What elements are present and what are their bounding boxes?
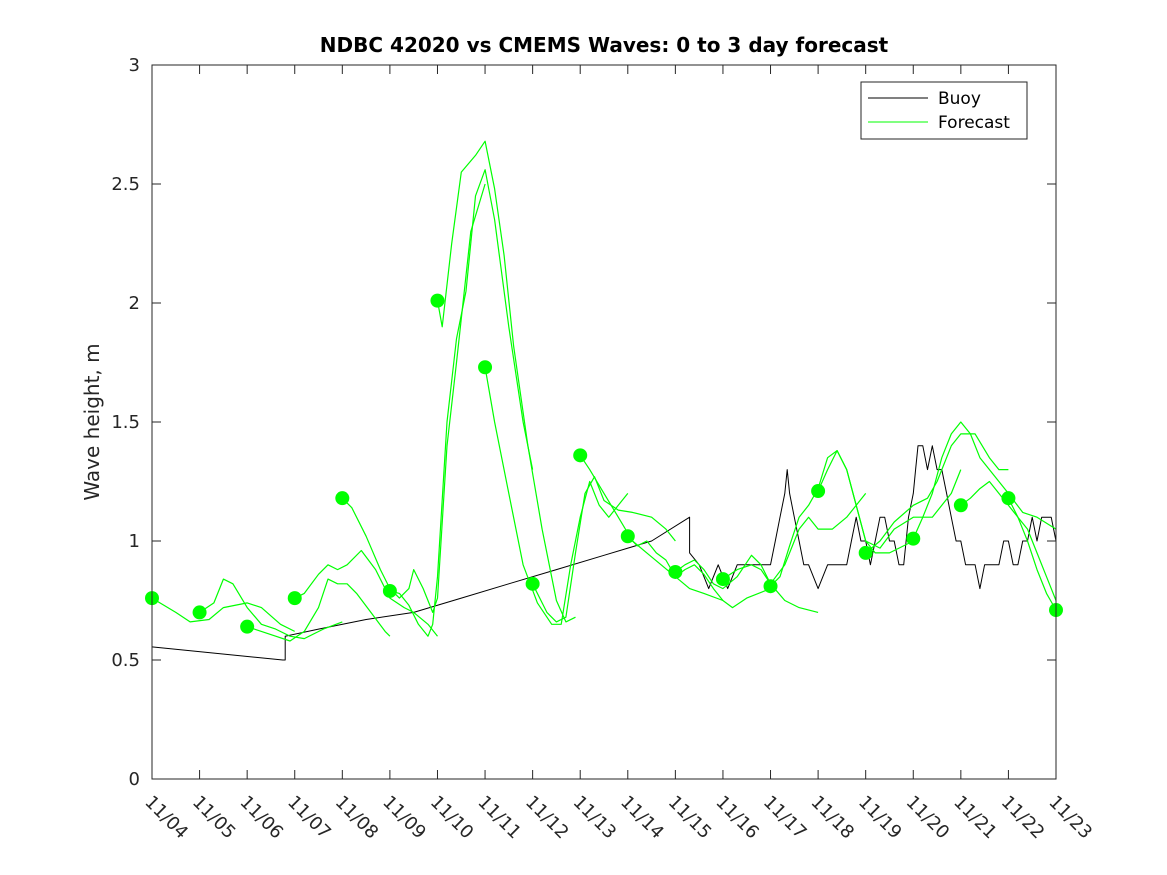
y-tick-label: 1.5	[111, 412, 140, 433]
forecast-initial-marker	[763, 579, 778, 594]
forecast-series-line	[627, 535, 771, 609]
forecast-initial-marker	[478, 360, 493, 375]
y-tick-label: 2.5	[111, 174, 140, 195]
forecast-initial-marker	[287, 591, 302, 606]
forecast-series-line	[436, 140, 576, 623]
forecast-initial-marker	[953, 498, 968, 513]
legend-box	[860, 81, 1028, 140]
forecast-initial-marker	[1001, 491, 1016, 506]
forecast-series-line	[770, 450, 914, 587]
forecast-initial-marker	[335, 491, 350, 506]
forecast-initial-marker	[668, 564, 683, 579]
forecast-series-line	[484, 367, 629, 625]
forecast-series-line	[151, 597, 295, 632]
chart-title: NDBC 42020 vs CMEMS Waves: 0 to 3 day fo…	[320, 33, 889, 57]
y-tick-label: 0	[129, 769, 140, 790]
forecast-initial-marker	[430, 293, 445, 308]
forecast-series-line	[722, 493, 867, 585]
forecast-series-line	[341, 183, 486, 613]
forecast-initial-marker	[906, 531, 921, 546]
forecast-initial-marker	[715, 572, 730, 587]
forecast-initial-marker	[192, 605, 207, 620]
forecast-initial-marker	[620, 529, 635, 544]
forecast-initial-marker	[525, 576, 540, 591]
forecast-initial-marker	[382, 583, 397, 598]
forecast-initial-marker	[240, 619, 255, 634]
forecast-series-line	[1007, 497, 1057, 611]
forecast-series-line	[294, 549, 438, 637]
forecast-series-line	[579, 454, 724, 602]
y-tick-label: 2	[129, 293, 140, 314]
y-tick-label: 3	[129, 55, 140, 76]
plot-area-frame	[151, 64, 1057, 780]
forecast-series-line	[675, 554, 819, 613]
forecast-initial-marker	[573, 448, 588, 463]
forecast-series-line	[817, 450, 962, 549]
forecast-series-line	[389, 169, 534, 637]
legend-forecast-label: Forecast	[938, 113, 1010, 133]
y-tick-label: 0.5	[111, 650, 140, 671]
forecast-series-line	[199, 578, 343, 640]
legend-buoy-label: Buoy	[938, 89, 981, 109]
y-tick-label: 1	[129, 531, 140, 552]
forecast-series-line	[247, 578, 391, 642]
forecast-initial-marker	[858, 545, 873, 560]
forecast-series-line	[960, 480, 1057, 601]
forecast-series-line	[865, 433, 1009, 554]
y-axis-label: Wave height, m	[80, 343, 104, 500]
legend: Buoy Forecast	[860, 81, 1028, 140]
forecast-initial-marker	[811, 484, 826, 499]
forecast-series-line	[912, 421, 1057, 539]
plot-series	[145, 140, 1063, 661]
